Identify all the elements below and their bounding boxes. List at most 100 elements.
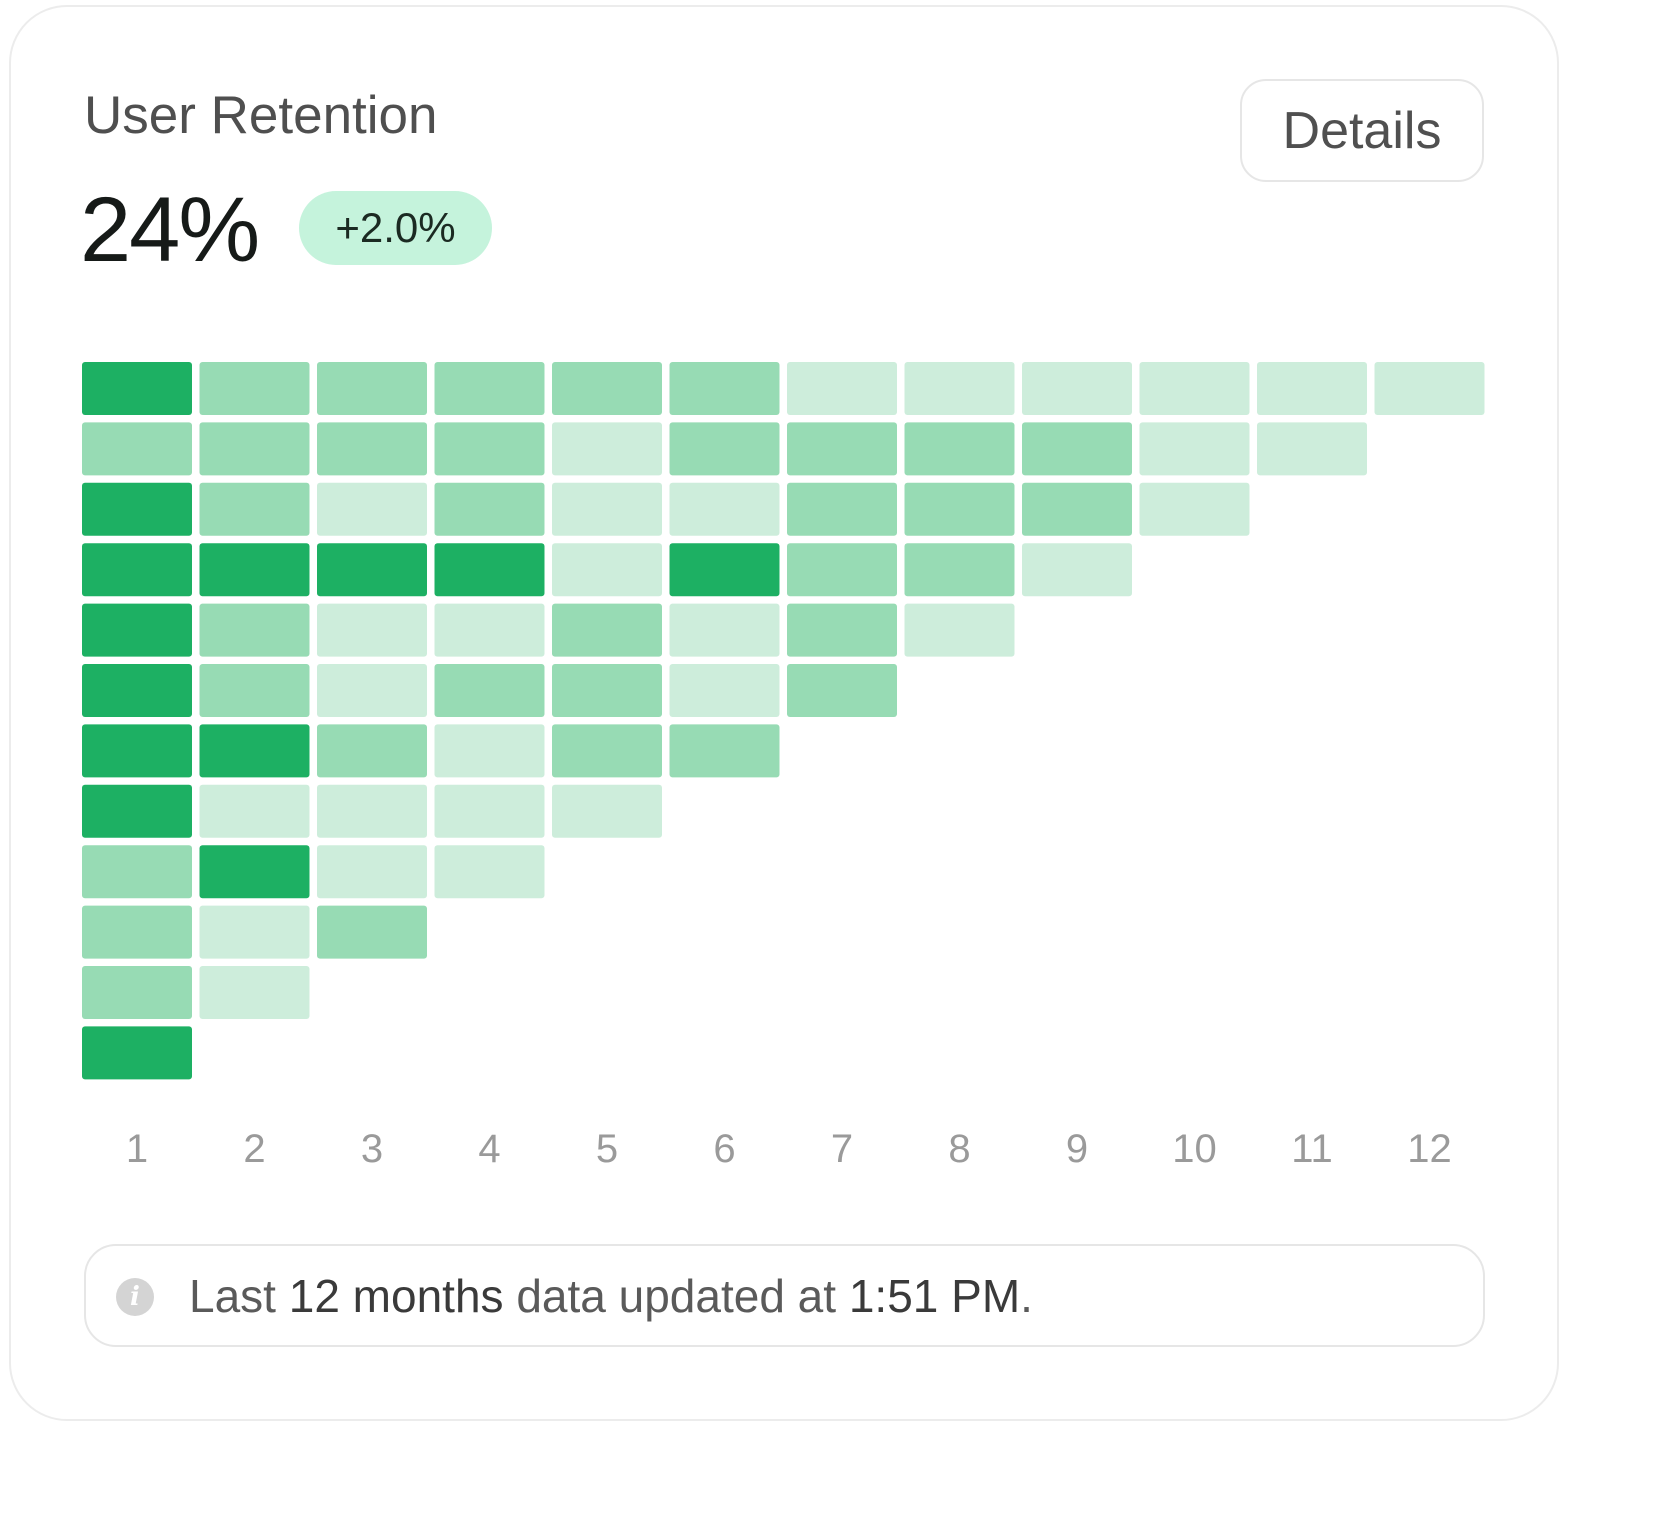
x-tick-label: 12 (1407, 1127, 1452, 1171)
heatmap-cell (787, 362, 897, 415)
heatmap-cell (82, 784, 192, 838)
heatmap-cell (434, 603, 545, 657)
heatmap-cell (904, 482, 1015, 536)
x-tick-label: 4 (478, 1127, 500, 1171)
update-notice: i Last 12 months data updated at 1:51 PM… (84, 1244, 1485, 1347)
x-tick-label: 9 (1066, 1127, 1088, 1171)
x-tick-label: 7 (831, 1127, 853, 1171)
notice-time: 1:51 PM (848, 1270, 1021, 1322)
heatmap-cell (434, 543, 545, 597)
heatmap-cell (552, 482, 662, 536)
heatmap-cell (199, 422, 310, 476)
heatmap-cell (199, 482, 310, 536)
heatmap-cell (434, 422, 545, 476)
heatmap-cell (82, 482, 192, 536)
x-tick-label: 3 (361, 1127, 383, 1171)
heatmap-cell (669, 482, 780, 536)
update-notice-text: Last 12 months data updated at 1:51 PM. (189, 1268, 1033, 1324)
heatmap-cell (904, 422, 1015, 476)
heatmap-cell (199, 724, 310, 778)
x-tick-label: 6 (713, 1127, 735, 1171)
heatmap-cell (317, 603, 427, 657)
heatmap-cell (317, 905, 427, 959)
heatmap-cell (552, 603, 662, 657)
heatmap-cell (317, 664, 427, 717)
heatmap-cell (434, 362, 545, 415)
heatmap-cell (317, 482, 427, 536)
heatmap-cell (669, 724, 780, 778)
heatmap-cell (787, 422, 897, 476)
notice-middle: data updated at (516, 1270, 837, 1322)
heatmap-cell (669, 603, 780, 657)
heatmap-cell (904, 362, 1015, 415)
heatmap-cell (787, 664, 897, 717)
details-button[interactable]: Details (1240, 79, 1484, 182)
heatmap-cell (552, 362, 662, 415)
heatmap-cell (317, 543, 427, 597)
x-tick-label: 8 (948, 1127, 970, 1171)
heatmap-cell (434, 664, 545, 717)
heatmap-cell (199, 784, 310, 838)
heatmap-cell (199, 966, 310, 1019)
heatmap-cell (552, 724, 662, 778)
heatmap-cell (199, 845, 310, 899)
heatmap-cell (434, 784, 545, 838)
heatmap-cell (82, 724, 192, 778)
heatmap-cell (787, 543, 897, 597)
delta-text: +2.0% (335, 204, 456, 251)
heatmap-cell (552, 422, 662, 476)
heatmap-cell (1139, 422, 1250, 476)
heatmap-cell (82, 603, 192, 657)
heatmap-cell (552, 543, 662, 597)
x-tick-label: 5 (596, 1127, 618, 1171)
heatmap-cell (199, 905, 310, 959)
heatmap-cell (1022, 422, 1132, 476)
heatmap-cell (82, 543, 192, 597)
heatmap-cell (82, 422, 192, 476)
notice-period: 12 months (288, 1270, 504, 1322)
heatmap-cell (787, 482, 897, 536)
heatmap-cell (317, 724, 427, 778)
heatmap-cell (199, 664, 310, 717)
heatmap-cell (1257, 362, 1367, 415)
heatmap-cell (434, 845, 545, 899)
delta-badge: +2.0% (299, 191, 492, 265)
details-label: Details (1282, 101, 1442, 160)
x-tick-label: 1 (126, 1127, 148, 1171)
heatmap-cell (1022, 482, 1132, 536)
heatmap-cell (82, 362, 192, 415)
heatmap-cell (1257, 422, 1367, 476)
heatmap-cell (1022, 362, 1132, 415)
notice-prefix: Last (189, 1270, 276, 1322)
heatmap-cell (82, 1026, 192, 1080)
heatmap-cell (317, 784, 427, 838)
heatmap-cell (82, 664, 192, 717)
heatmap-cell (669, 422, 780, 476)
heatmap-cell (1139, 362, 1250, 415)
heatmap-cell (434, 482, 545, 536)
heatmap-cell (317, 422, 427, 476)
heatmap-cell (1139, 482, 1250, 536)
heatmap-cell (552, 664, 662, 717)
x-tick-label: 2 (243, 1127, 265, 1171)
heatmap-cell (669, 664, 780, 717)
retention-heatmap: 1 2 3 4 5 6 7 8 9 10 11 12 (82, 362, 1485, 1171)
heatmap-cell (904, 543, 1015, 597)
heatmap-cell (904, 603, 1015, 657)
info-icon: i (116, 1278, 154, 1316)
heatmap-cell (82, 845, 192, 899)
notice-suffix: . (1020, 1270, 1033, 1322)
heatmap-cell (669, 362, 780, 415)
heatmap-cell (1374, 362, 1485, 415)
heatmap-cell (199, 603, 310, 657)
heatmap-cell (199, 543, 310, 597)
retention-value: 24% (80, 179, 260, 281)
x-tick-label: 11 (1291, 1127, 1333, 1171)
heatmap-cell (669, 543, 780, 597)
heatmap-cell (317, 362, 427, 415)
heatmap-cell (199, 362, 310, 415)
heatmap-cell (82, 966, 192, 1019)
heatmap-cell (1022, 543, 1132, 597)
heatmap-cell (787, 603, 897, 657)
heatmap-cell (434, 724, 545, 778)
